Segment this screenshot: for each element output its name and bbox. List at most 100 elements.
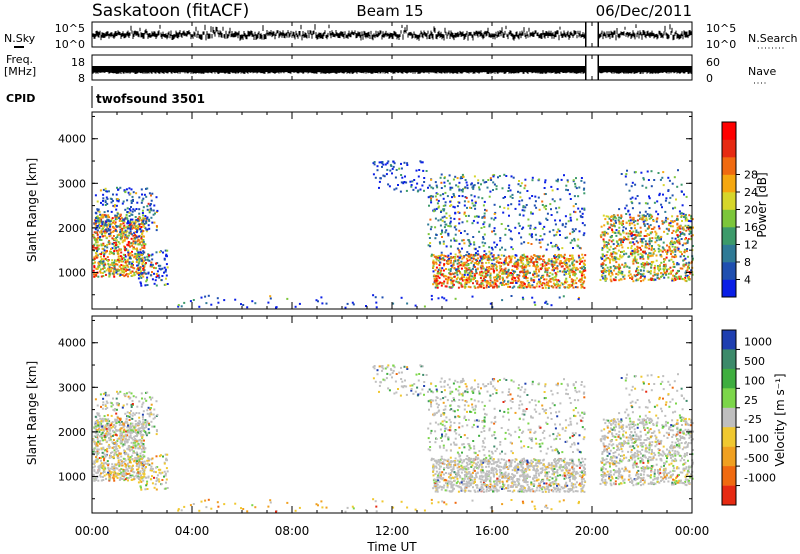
scatter-point [565, 184, 568, 187]
scatter-point [487, 261, 490, 264]
scatter-point [165, 467, 168, 470]
scatter-point [136, 254, 139, 257]
scatter-point [577, 207, 580, 210]
scatter-point [556, 469, 559, 472]
scatter-point [115, 422, 118, 424]
scatter-point [99, 439, 102, 442]
scatter-point [463, 230, 466, 233]
scatter-point [107, 215, 110, 218]
scatter-point [124, 265, 127, 268]
scatter-point [433, 261, 436, 264]
scatter-point [642, 214, 645, 217]
scatter-point [564, 279, 567, 282]
scatter-point [473, 265, 476, 268]
scatter-point [151, 192, 154, 195]
scatter-point [105, 424, 108, 427]
scatter-point [523, 283, 526, 285]
scatter-point [443, 458, 446, 461]
scatter-point [138, 272, 141, 275]
scatter-point [608, 272, 611, 275]
scatter-point [113, 265, 116, 267]
scatter-point [557, 228, 560, 231]
scatter-point [664, 271, 666, 274]
scatter-point [441, 236, 443, 238]
scatter-point [612, 269, 615, 272]
scatter-point [400, 378, 403, 380]
scatter-point [579, 257, 582, 260]
scatter-point [143, 439, 145, 442]
scatter-point [97, 261, 100, 264]
scatter-point [608, 258, 611, 261]
scatter-point [400, 162, 402, 165]
scatter-point [552, 267, 555, 270]
scatter-point [124, 437, 127, 440]
scatter-point [461, 264, 464, 267]
scatter-point [485, 281, 488, 284]
scatter-point [668, 245, 671, 248]
scatter-point [130, 406, 133, 408]
scatter-point [621, 239, 624, 242]
scatter-point [106, 434, 109, 437]
scatter-point [648, 207, 651, 209]
scatter-point [635, 258, 638, 261]
scatter-point [573, 210, 576, 213]
scatter-point [135, 247, 138, 250]
scatter-point [520, 255, 522, 258]
scatter-point [558, 280, 561, 283]
scatter-point [623, 236, 626, 239]
scatter-point [620, 238, 623, 241]
scatter-point [122, 265, 125, 268]
scatter-point [135, 235, 138, 238]
scatter-point [129, 474, 132, 477]
scatter-point [216, 297, 219, 300]
scatter-point [456, 281, 459, 284]
scatter-point [116, 457, 119, 459]
scatter-point [135, 396, 138, 399]
scatter-point [106, 243, 109, 246]
scatter-point [101, 261, 104, 264]
scatter-point [563, 253, 566, 256]
scatter-point [508, 274, 511, 277]
scatter-point [581, 272, 584, 275]
scatter-point [484, 280, 487, 283]
scatter-point [139, 462, 142, 464]
scatter-point [633, 233, 636, 236]
scatter-point [129, 272, 132, 274]
scatter-point [542, 259, 545, 262]
scatter-point [469, 274, 472, 277]
scatter-point [449, 220, 452, 223]
scatter-point [117, 392, 119, 395]
scatter-point [562, 261, 565, 264]
scatter-point [375, 306, 378, 309]
scatter-point [637, 249, 640, 252]
scatter-point [94, 246, 97, 249]
scatter-point [523, 266, 526, 269]
beam-title: Beam 15 [356, 2, 423, 20]
scatter-point [666, 253, 668, 256]
scatter-point [144, 467, 147, 470]
scatter-point [374, 296, 377, 299]
scatter-point [657, 277, 660, 280]
freq-tick-top: 18 [71, 56, 85, 69]
scatter-point [650, 270, 652, 273]
scatter-point [505, 276, 508, 279]
scatter-point [111, 242, 114, 245]
scatter-point [684, 274, 687, 277]
scatter-point [97, 479, 100, 482]
scatter-point [453, 267, 456, 270]
scatter-point [609, 266, 612, 269]
scatter-point [111, 465, 114, 468]
scatter-point [122, 253, 125, 256]
scatter-point [544, 475, 547, 478]
scatter-point [163, 462, 166, 465]
scatter-point [435, 255, 437, 258]
scatter-point [117, 225, 120, 228]
scatter-point [128, 412, 131, 414]
scatter-point [494, 216, 497, 219]
scatter-point [550, 260, 553, 263]
scatter-point [672, 263, 675, 266]
scatter-point [130, 237, 133, 240]
scatter-point [97, 451, 100, 454]
nave-label: Nave [748, 65, 776, 78]
scatter-point [622, 231, 625, 234]
